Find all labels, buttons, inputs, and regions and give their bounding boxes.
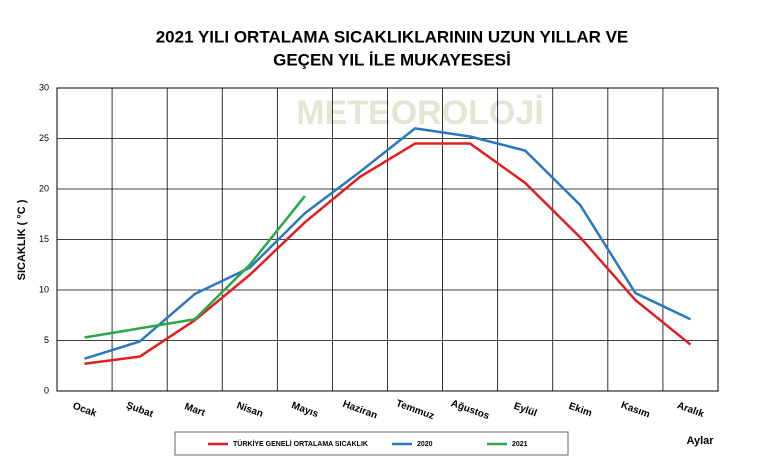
chart-title: 2021 YILI ORTALAMA SICAKLIKLARININ UZUN …	[156, 27, 629, 46]
x-axis-label: Aylar	[686, 435, 714, 447]
y-axis-label: SICAKLIK ( °C )	[16, 199, 28, 280]
legend-box	[174, 431, 569, 456]
y-tick-label: 20	[39, 183, 49, 193]
y-tick-label: 10	[39, 284, 49, 294]
legend-label: 2021	[512, 441, 528, 448]
watermark: METEOROLOJİ	[296, 94, 543, 132]
y-tick-label: 25	[39, 133, 49, 143]
series-line	[84, 142, 692, 365]
chart-title: GEÇEN YIL İLE MUKAYESESİ	[273, 50, 511, 69]
y-tick-label: 0	[44, 385, 49, 395]
y-tick-label: 30	[39, 82, 49, 92]
y-tick-label: 15	[39, 234, 49, 244]
legend-label: TÜRKİYE GENELİ ORTALAMA SICAKLIK	[233, 439, 368, 448]
y-tick-label: 5	[44, 335, 49, 345]
series-line	[84, 127, 691, 360]
legend-label: 2020	[417, 441, 433, 448]
series-line	[84, 195, 306, 339]
